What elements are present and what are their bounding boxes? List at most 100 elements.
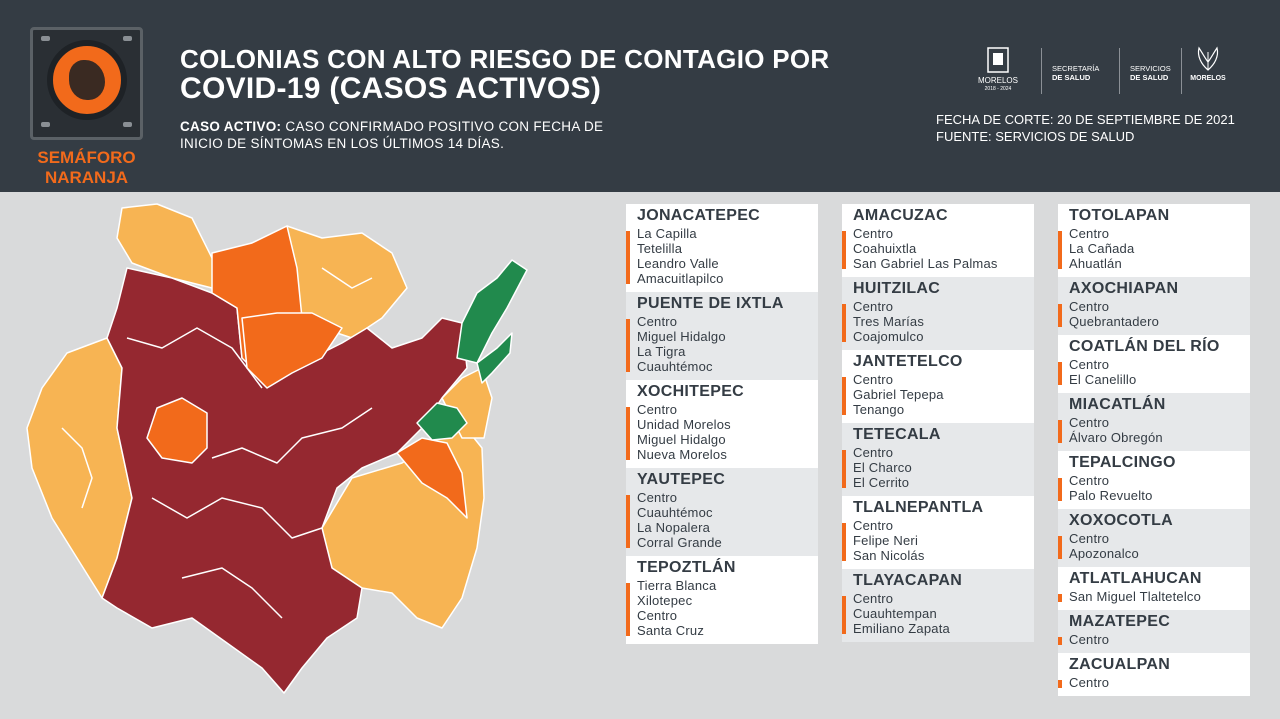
colonia-item: Centro xyxy=(637,402,678,417)
colonia-item: Felipe Neri xyxy=(853,533,919,548)
colonia-item: Coahuixtla xyxy=(853,241,917,256)
definition: CASO ACTIVO: CASO CONFIRMADO POSITIVO CO… xyxy=(180,118,700,152)
colonia-item: Centro xyxy=(1069,299,1110,314)
servicios-line2: DE SALUD xyxy=(1130,73,1169,82)
map-region-orange-east xyxy=(396,437,468,519)
flower-emblem-icon xyxy=(1197,46,1219,71)
colonia-item: Centro xyxy=(637,314,678,329)
municipality-card: TETECALA Centro El Charco El Cerrito xyxy=(842,423,1034,496)
municipality-name: ATLATLAHUCAN xyxy=(1069,570,1202,587)
colonia-item: Centro xyxy=(853,591,894,606)
accent-bar xyxy=(1058,478,1062,501)
accent-bar xyxy=(842,231,846,269)
title-line1: COLONIAS CON ALTO RIESGO DE CONTAGIO POR xyxy=(180,44,830,74)
colonias-list: Centro Quebrantadero xyxy=(1069,299,1242,329)
colonias-list: Centro Tres Marías Coajomulco xyxy=(853,299,1026,344)
municipality-name: JANTETELCO xyxy=(853,353,963,370)
municipality-card: TEPOZTLÁN Tierra Blanca Xilotepec Centro San… xyxy=(626,556,818,644)
municipality-card: COATLÁN DEL RÍO Centro El Canelillo xyxy=(1058,335,1250,393)
municipality-name: XOXOCOTLA xyxy=(1069,512,1174,529)
municipality-card: PUENTE DE IXTLA Centro Miguel Hidalgo La Ti… xyxy=(626,292,818,380)
municipality-card: TOTOLAPAN Centro La Cañada Ahuatlán xyxy=(1058,204,1250,277)
definition-text-line1: CASO CONFIRMADO POSITIVO CON FECHA DE xyxy=(285,119,604,134)
colonia-item: Coajomulco xyxy=(853,329,924,344)
municipality-name: YAUTEPEC xyxy=(637,471,726,488)
colonia-item: Centro xyxy=(853,226,894,241)
municipality-card: MAZATEPEC Centro xyxy=(1058,610,1250,653)
colonias-list: Centro Felipe Neri San Nicolás xyxy=(853,518,1026,563)
fecha-corte: FECHA DE CORTE: 20 DE SEPTIEMBRE DE 2021 xyxy=(936,112,1235,127)
map-region-orange-center xyxy=(241,312,343,389)
colonia-item: Centro xyxy=(1069,226,1110,241)
colonia-item: Tenango xyxy=(853,402,905,417)
colonias-list: Centro Palo Revuelto xyxy=(1069,473,1242,503)
colonia-item: Gabriel Tepepa xyxy=(853,387,944,402)
divider xyxy=(1041,48,1042,94)
municipality-name: TEPALCINGO xyxy=(1069,454,1176,471)
municipality-card: HUITZILAC Centro Tres Marías Coajomulco xyxy=(842,277,1034,350)
colonia-item: Álvaro Obregón xyxy=(1069,430,1163,445)
municipality-name: TETECALA xyxy=(853,426,941,443)
municipality-name: COATLÁN DEL RÍO xyxy=(1069,338,1220,355)
colonia-item: Xilotepec xyxy=(637,593,693,608)
municipality-name: MIACATLÁN xyxy=(1069,396,1166,413)
colonia-item: El Cerrito xyxy=(853,475,910,490)
municipality-card: TEPALCINGO Centro Palo Revuelto xyxy=(1058,451,1250,509)
semaforo-label-line2: NARANJA xyxy=(44,168,129,187)
municipality-name: HUITZILAC xyxy=(853,280,941,297)
colonia-item: Centro xyxy=(1069,675,1110,690)
colonia-item: Apozonalco xyxy=(1069,546,1139,561)
municipality-card: TLAYACAPAN Centro Cuauhtempan Emiliano Zapa… xyxy=(842,569,1034,642)
colonias-list: Centro Apozonalco xyxy=(1069,531,1242,561)
colonia-item: Centro xyxy=(1069,473,1110,488)
fuente: FUENTE: SERVICIOS DE SALUD xyxy=(936,129,1135,144)
municipality-name: JONACATEPEC xyxy=(637,207,761,224)
municipality-name: MAZATEPEC xyxy=(1069,613,1171,630)
colonia-item: La Cañada xyxy=(1069,241,1135,256)
colonias-list: Centro Álvaro Obregón xyxy=(1069,415,1242,445)
accent-bar xyxy=(842,596,846,634)
colonia-item: Miguel Hidalgo xyxy=(637,432,726,447)
accent-bar xyxy=(1058,420,1062,443)
accent-bar xyxy=(1058,231,1062,269)
accent-bar xyxy=(626,583,630,636)
colonia-item: Santa Cruz xyxy=(637,623,705,638)
column-2: AMACUZAC Centro Coahuixtla San Gabriel Las … xyxy=(842,204,1034,642)
municipality-name: AMACUZAC xyxy=(853,207,948,224)
colonias-list: Centro Gabriel Tepepa Tenango xyxy=(853,372,1026,417)
accent-bar xyxy=(842,377,846,415)
municipality-card: JANTETELCO Centro Gabriel Tepepa Tenango xyxy=(842,350,1034,423)
accent-bar xyxy=(842,304,846,342)
definition-label: CASO ACTIVO: xyxy=(180,119,282,134)
municipality-name: TLAYACAPAN xyxy=(853,572,963,589)
colonia-item: Emiliano Zapata xyxy=(853,621,950,636)
colonia-item: Cuauhtémoc xyxy=(637,359,713,374)
colonias-list: Centro Coahuixtla San Gabriel Las Palmas xyxy=(853,226,1026,271)
municipality-name: PUENTE DE IXTLA xyxy=(637,295,784,312)
colonias-list: Centro xyxy=(1069,675,1242,690)
colonia-item: Ahuatlán xyxy=(1069,256,1122,271)
colonia-item: Centro xyxy=(853,299,894,314)
semaforo-label: SEMÁFORO NARANJA xyxy=(20,148,153,188)
map-region-green-north xyxy=(456,259,528,364)
traffic-light-icon xyxy=(47,40,127,120)
municipality-name: TLALNEPANTLA xyxy=(853,499,984,516)
municipality-name: ZACUALPAN xyxy=(1069,656,1171,673)
column-3: TOTOLAPAN Centro La Cañada Ahuatlán AXOCHIAP… xyxy=(1058,204,1250,696)
colonia-item: Palo Revuelto xyxy=(1069,488,1153,503)
colonia-item: Centro xyxy=(1069,415,1110,430)
divider xyxy=(1119,48,1120,94)
accent-bar xyxy=(1058,637,1062,645)
colonias-list: Centro Cuauhtempan Emiliano Zapata xyxy=(853,591,1026,636)
colonia-item: Cuauhtémoc xyxy=(637,505,713,520)
colonia-item: San Miguel Tlaltetelco xyxy=(1069,589,1202,604)
screw-icon xyxy=(123,122,132,127)
colonias-list: Tierra Blanca Xilotepec Centro Santa Cruz xyxy=(637,578,810,638)
colonias-list: Centro Cuauhtémoc La Nopalera Corral Grande xyxy=(637,490,810,550)
municipality-name: XOCHITEPEC xyxy=(637,383,745,400)
secretaria-logo: SECRETARÍA DE SALUD xyxy=(1052,64,1099,114)
map-region-orange-west xyxy=(146,397,208,464)
morelos-map xyxy=(26,203,528,694)
morelos-right-text: MORELOS xyxy=(1190,75,1226,82)
municipality-card: ZACUALPAN Centro xyxy=(1058,653,1250,696)
